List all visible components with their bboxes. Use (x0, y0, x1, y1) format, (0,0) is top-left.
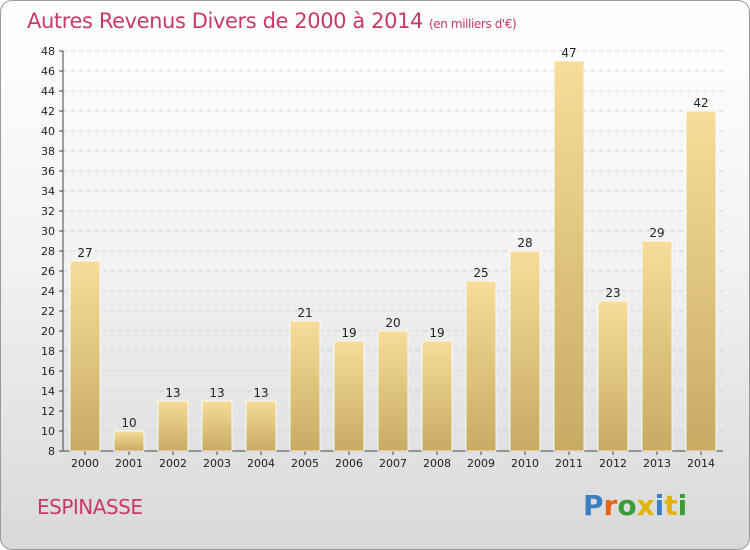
data-label: 47 (561, 46, 576, 60)
bar-2005 (289, 320, 321, 452)
data-labels: 27 10 13 13 13 21 19 20 19 25 28 47 23 29 42 (77, 46, 708, 430)
y-tick-label: 26 (41, 265, 55, 278)
chart-title: Autres Revenus Divers de 2000 à 2014 (en … (27, 9, 517, 33)
y-tick-label: 32 (41, 205, 55, 218)
logo-letter: t (664, 489, 678, 522)
logo-letter: i (677, 489, 688, 522)
y-tick-label: 8 (48, 445, 55, 458)
data-label: 19 (429, 326, 444, 340)
y-tick-label: 20 (41, 325, 55, 338)
y-tick-label: 30 (41, 225, 55, 238)
data-label: 42 (693, 96, 708, 110)
bar-2000 (69, 260, 101, 452)
x-tick-label: 2013 (643, 457, 671, 470)
bar-2002 (157, 400, 189, 452)
data-label: 25 (473, 266, 488, 280)
y-tick-label: 22 (41, 305, 55, 318)
bar-2011 (553, 60, 585, 452)
data-label: 29 (649, 226, 664, 240)
proxiti-logo: Proxiti (583, 489, 687, 522)
x-tick-label: 2000 (71, 457, 99, 470)
data-label: 13 (209, 386, 224, 400)
data-label: 23 (605, 286, 620, 300)
data-label: 21 (297, 306, 312, 320)
chart-unit: (en milliers d'€) (429, 17, 517, 31)
x-tick-label: 2006 (335, 457, 363, 470)
data-label: 13 (165, 386, 180, 400)
logo-letter: o (617, 489, 637, 522)
y-tick-label: 44 (41, 85, 55, 98)
y-tick-label: 40 (41, 125, 55, 138)
y-tick-label: 24 (41, 285, 55, 298)
bar-2010 (509, 250, 541, 452)
y-tick-label: 18 (41, 345, 55, 358)
data-label: 27 (77, 246, 92, 260)
x-tick-label: 2010 (511, 457, 539, 470)
y-tick-label: 16 (41, 365, 55, 378)
y-tick-label: 14 (41, 385, 55, 398)
data-label: 19 (341, 326, 356, 340)
bar-2012 (597, 300, 629, 452)
x-tick-label: 2007 (379, 457, 407, 470)
x-tick-label: 2005 (291, 457, 319, 470)
bar-2003 (201, 400, 233, 452)
x-tick-label: 2004 (247, 457, 275, 470)
y-tick-label: 12 (41, 405, 55, 418)
x-tick-label: 2014 (687, 457, 715, 470)
x-tick-label: 2001 (115, 457, 143, 470)
logo-letter: i (654, 489, 665, 522)
logo-letter: x (636, 489, 655, 522)
y-tick-label: 28 (41, 245, 55, 258)
data-label: 10 (121, 416, 136, 430)
y-tick-label: 36 (41, 165, 55, 178)
data-label: 13 (253, 386, 268, 400)
logo-letter: r (603, 489, 618, 522)
bar-2009 (465, 280, 497, 452)
data-label: 28 (517, 236, 532, 250)
chart-title-text: Autres Revenus Divers de 2000 à 2014 (27, 9, 424, 33)
x-tick-label: 2011 (555, 457, 583, 470)
y-tick-label: 42 (41, 105, 55, 118)
bar-2007 (377, 330, 409, 452)
bar-2013 (641, 240, 673, 452)
bar-2001 (113, 430, 145, 452)
x-tick-label: 2003 (203, 457, 231, 470)
data-label: 20 (385, 316, 400, 330)
x-tick-label: 2009 (467, 457, 495, 470)
bar-2006 (333, 340, 365, 452)
bar-2004 (245, 400, 277, 452)
logo-letter: P (583, 489, 604, 522)
x-tick-label: 2002 (159, 457, 187, 470)
y-tick-label: 34 (41, 185, 55, 198)
bar-2014 (685, 110, 717, 452)
y-tick-label: 10 (41, 425, 55, 438)
y-tick-label: 46 (41, 65, 55, 78)
y-tick-label: 48 (41, 45, 55, 58)
y-tick-label: 38 (41, 145, 55, 158)
x-tick-label: 2008 (423, 457, 451, 470)
bars (69, 60, 717, 452)
bar-2008 (421, 340, 453, 452)
commune-name: ESPINASSE (37, 495, 143, 519)
x-tick-label: 2012 (599, 457, 627, 470)
